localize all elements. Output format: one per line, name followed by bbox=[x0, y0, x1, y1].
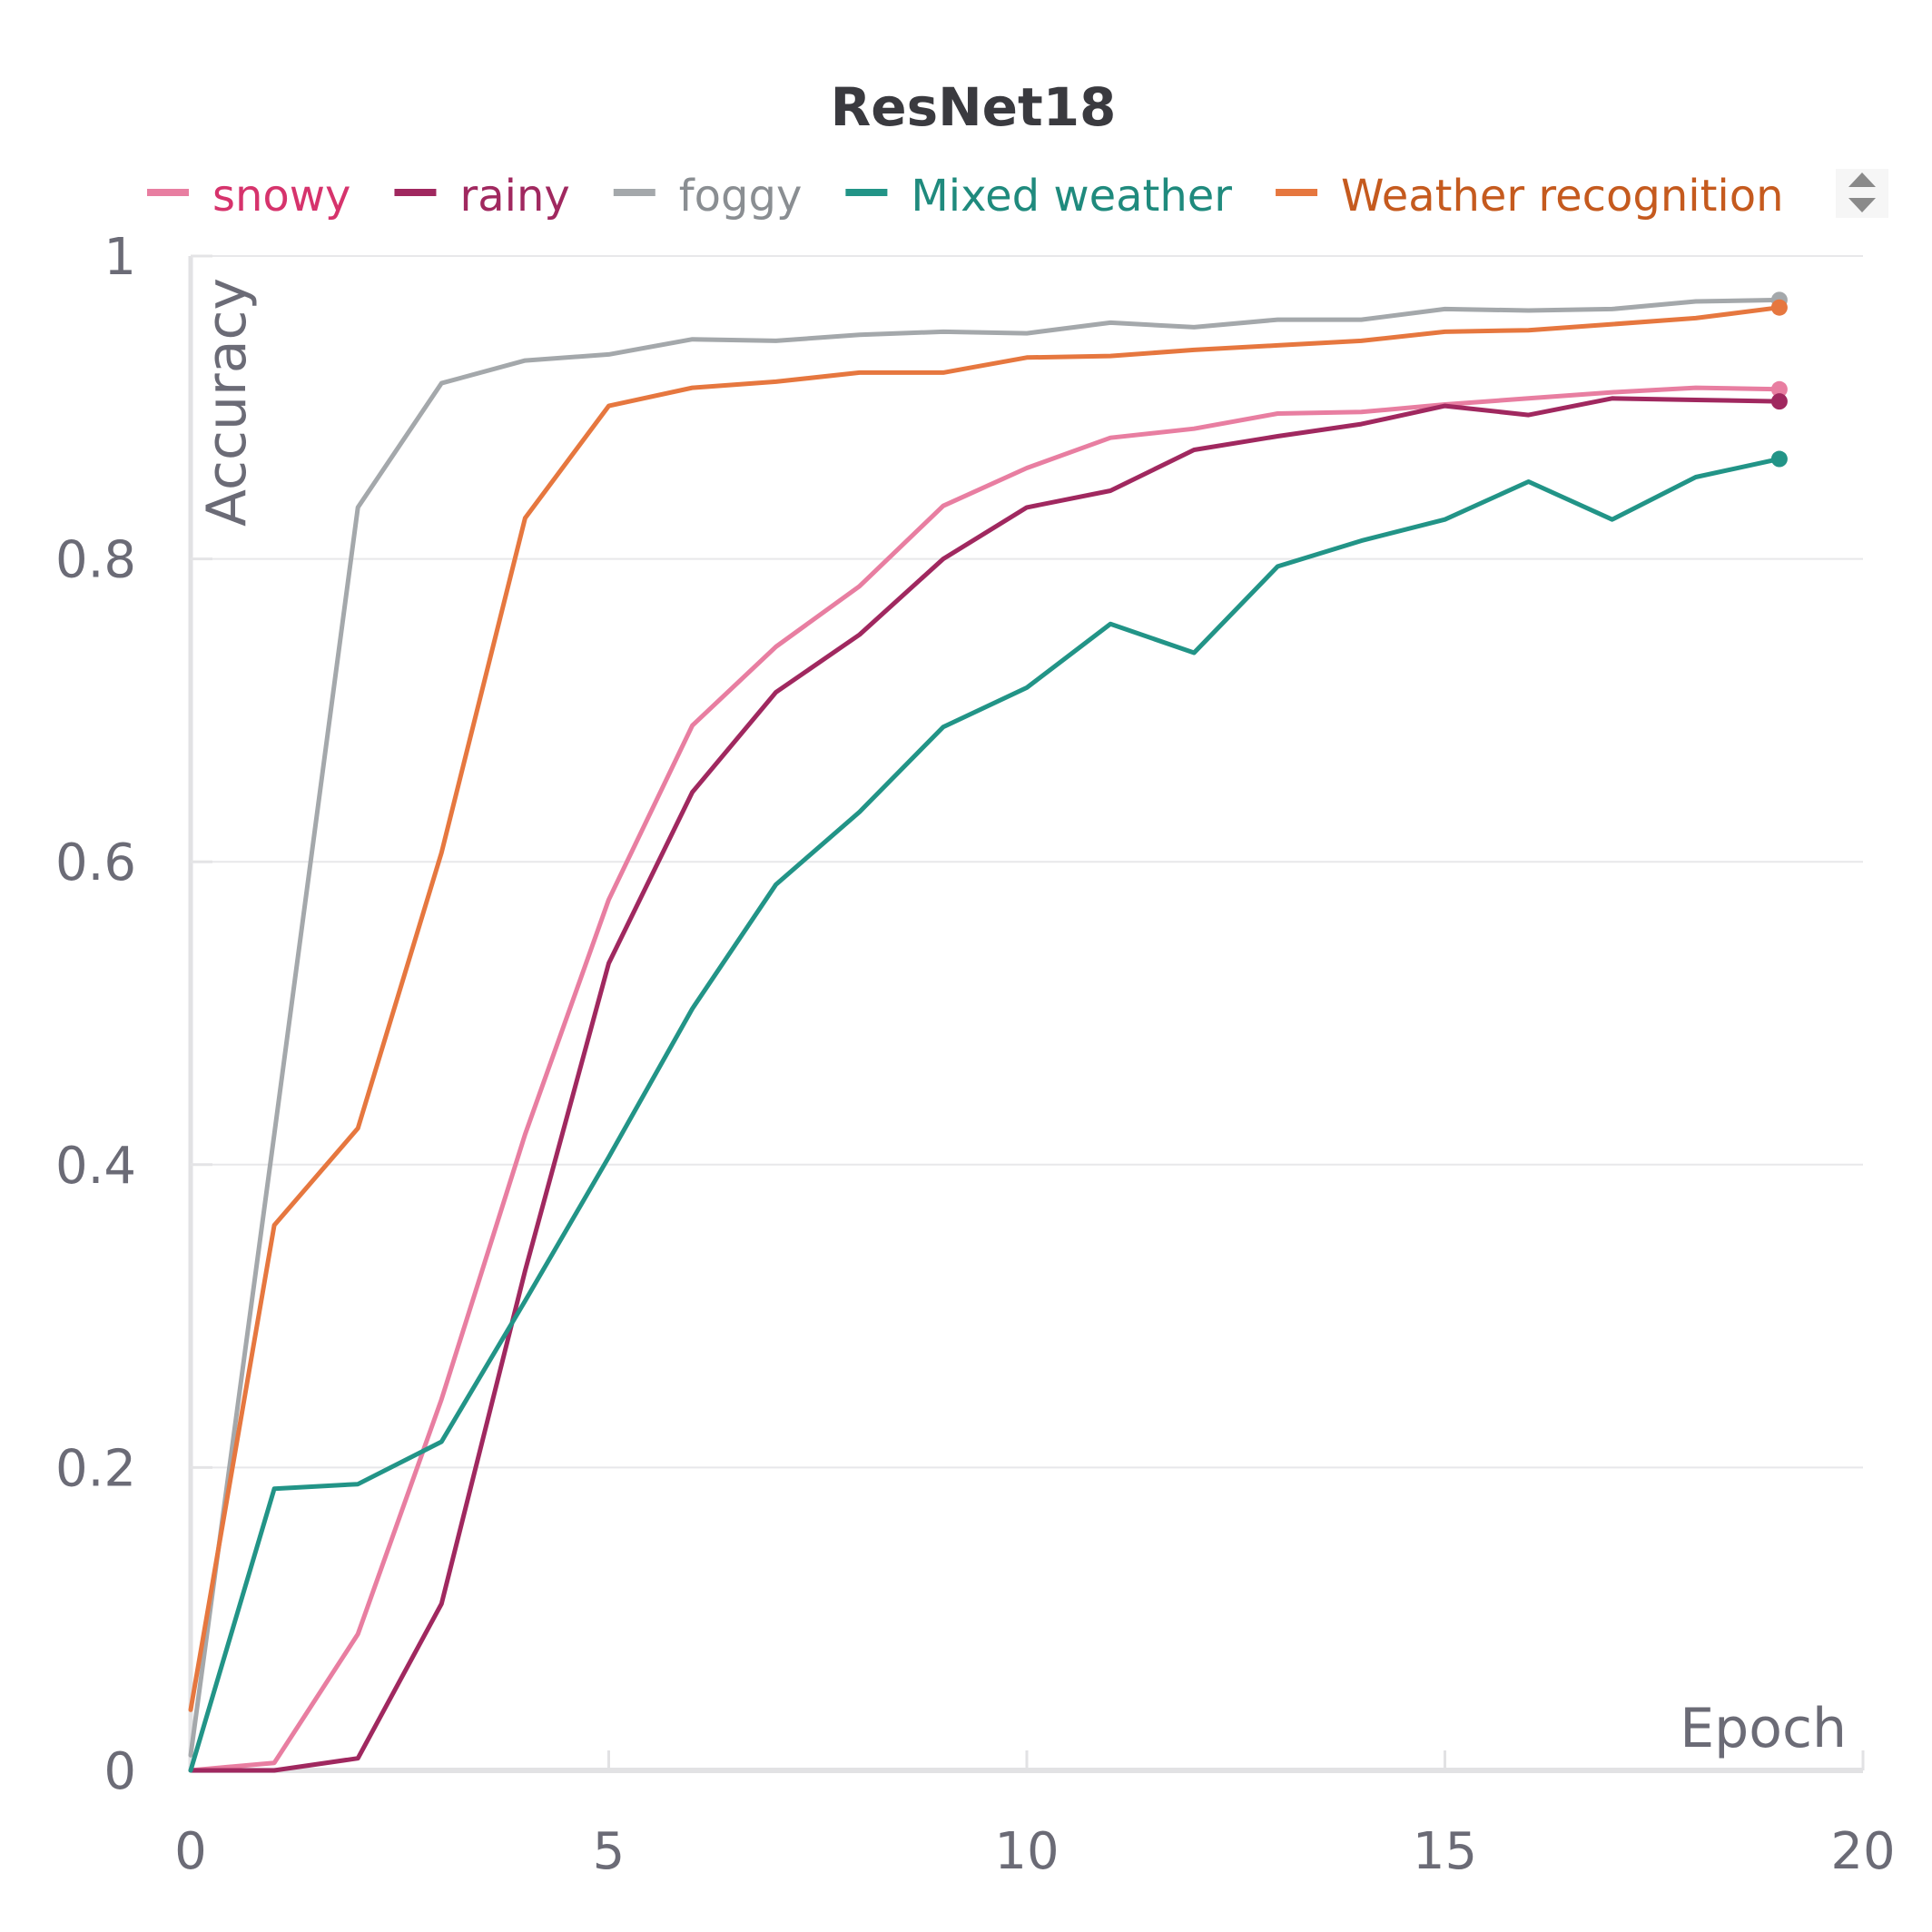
series-line-snowy bbox=[188, 385, 1782, 1773]
series-line-weather-recognition bbox=[188, 305, 1782, 1712]
series-line-foggy bbox=[188, 297, 1782, 1758]
x-tick-label: 0 bbox=[174, 1822, 207, 1881]
legend: snowy rainy foggy Mixed weather Weather reco… bbox=[147, 171, 1784, 222]
legend-scroll-control[interactable] bbox=[1836, 169, 1888, 218]
x-axis-ticks: 0 5 10 15 20 bbox=[174, 1750, 1896, 1881]
y-tick-label: 0.2 bbox=[55, 1439, 136, 1498]
series-end-point bbox=[1770, 393, 1788, 410]
series-end-point bbox=[1770, 299, 1788, 316]
legend-label: Weather recognition bbox=[1341, 171, 1784, 222]
y-axis-label: Accuracy bbox=[195, 278, 259, 527]
series-end-point bbox=[1770, 380, 1788, 398]
y-tick-label: 0 bbox=[104, 1742, 136, 1801]
x-tick-label: 10 bbox=[994, 1822, 1059, 1881]
chart-title: ResNet18 bbox=[831, 76, 1117, 138]
legend-item[interactable]: Weather recognition bbox=[1276, 171, 1784, 222]
y-tick-label: 0.4 bbox=[55, 1137, 136, 1196]
legend-item[interactable]: foggy bbox=[613, 171, 803, 222]
x-axis-label: Epoch bbox=[1680, 1697, 1847, 1760]
chevron-up-icon[interactable] bbox=[1848, 172, 1876, 187]
y-tick-label: 0.6 bbox=[55, 833, 136, 892]
series-line-rainy bbox=[188, 396, 1782, 1773]
legend-item[interactable]: Mixed weather bbox=[845, 171, 1232, 222]
legend-label: Mixed weather bbox=[911, 171, 1232, 222]
y-tick-label: 1 bbox=[104, 228, 136, 287]
series-end-point bbox=[1770, 450, 1788, 468]
legend-label: snowy bbox=[212, 171, 350, 222]
x-tick-label: 20 bbox=[1830, 1822, 1895, 1881]
legend-item[interactable]: snowy bbox=[147, 171, 350, 222]
legend-label: foggy bbox=[679, 171, 803, 222]
x-tick-label: 15 bbox=[1413, 1822, 1477, 1881]
legend-item[interactable]: rainy bbox=[394, 171, 570, 222]
legend-label: rainy bbox=[459, 171, 569, 222]
series-line-mixed-weather bbox=[188, 457, 1782, 1773]
y-axis-ticks: 0 0.2 0.4 0.6 0.8 1 bbox=[55, 228, 212, 1801]
series-lines bbox=[188, 291, 1788, 1773]
y-tick-label: 0.8 bbox=[55, 531, 136, 590]
axes bbox=[188, 256, 1863, 1773]
chevron-down-icon[interactable] bbox=[1848, 198, 1876, 212]
grid-lines bbox=[191, 255, 1863, 1469]
x-tick-label: 5 bbox=[593, 1822, 626, 1881]
